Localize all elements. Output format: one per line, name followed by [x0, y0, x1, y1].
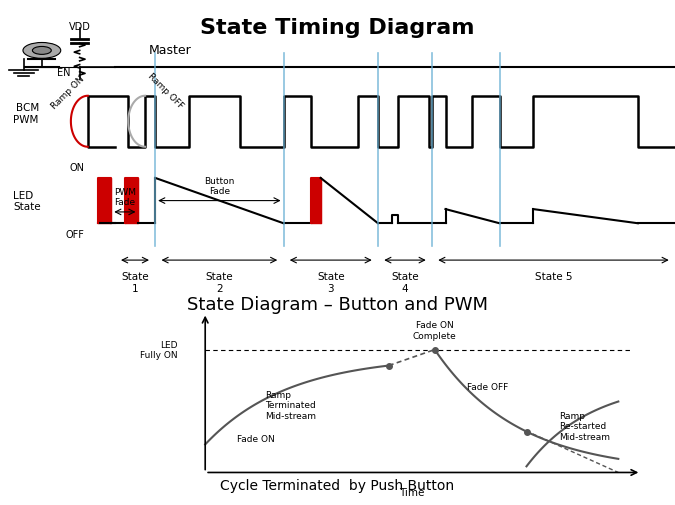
Text: LED
State: LED State: [14, 190, 41, 212]
Text: State 5: State 5: [535, 272, 572, 282]
Text: Ramp ON: Ramp ON: [49, 74, 86, 111]
Circle shape: [32, 47, 51, 55]
Text: PWM
Fade: PWM Fade: [114, 187, 136, 207]
Text: State
4: State 4: [392, 272, 418, 293]
Text: State Timing Diagram: State Timing Diagram: [200, 18, 475, 38]
Text: Cycle Terminated  by Push Button: Cycle Terminated by Push Button: [221, 478, 454, 492]
Text: Button
Fade: Button Fade: [204, 176, 235, 195]
Text: Master: Master: [148, 44, 191, 57]
Text: State
3: State 3: [317, 272, 344, 293]
Text: Ramp
Terminated
Mid-stream: Ramp Terminated Mid-stream: [265, 390, 316, 420]
Text: Fade ON
Complete: Fade ON Complete: [413, 321, 456, 340]
Text: Fade ON: Fade ON: [238, 434, 275, 443]
Text: EN: EN: [57, 68, 71, 77]
Text: BCM
PWM: BCM PWM: [14, 103, 39, 124]
Text: Ramp OFF: Ramp OFF: [146, 72, 185, 111]
Text: Ramp
Re-started
Mid-stream: Ramp Re-started Mid-stream: [559, 411, 610, 441]
Text: State
2: State 2: [206, 272, 233, 293]
Text: Time: Time: [399, 487, 425, 497]
Text: LED
Fully ON: LED Fully ON: [140, 340, 178, 360]
Circle shape: [23, 43, 61, 59]
Text: State Diagram – Button and PWM: State Diagram – Button and PWM: [187, 295, 488, 314]
Text: Fade OFF: Fade OFF: [467, 382, 508, 391]
Text: OFF: OFF: [65, 229, 84, 239]
Text: VDD: VDD: [69, 22, 90, 32]
Text: ON: ON: [70, 163, 84, 173]
Text: State
1: State 1: [122, 272, 148, 293]
